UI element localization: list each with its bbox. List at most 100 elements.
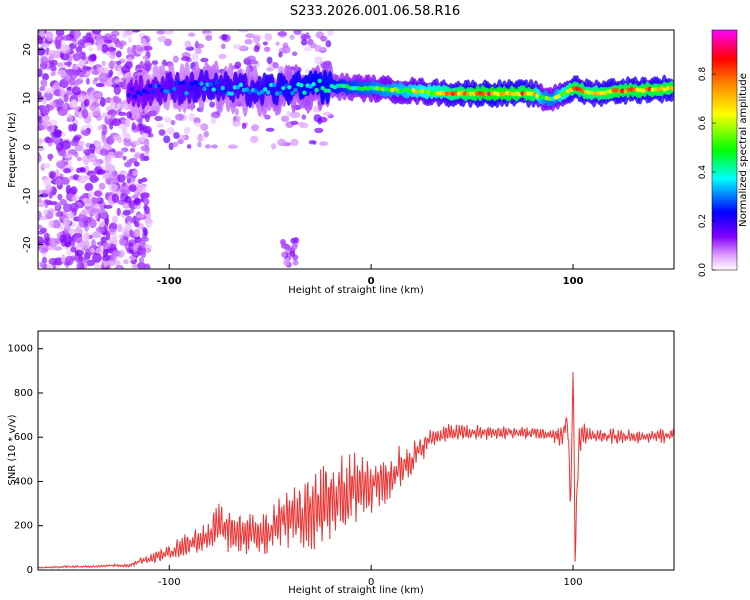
noise-blob [265, 127, 275, 132]
noise-blob [111, 193, 120, 203]
noise-blob [253, 45, 260, 53]
noise-blob [209, 101, 216, 108]
noise-blob [64, 61, 72, 66]
noise-blob [124, 229, 130, 238]
noise-blob [140, 239, 146, 248]
noise-blob [142, 45, 153, 51]
noise-blob [78, 71, 85, 78]
noise-blob [65, 184, 71, 195]
noise-blob [263, 46, 271, 52]
noise-blob [55, 30, 65, 37]
noise-blob [180, 135, 186, 140]
noise-blob [117, 67, 122, 76]
noise-blob [196, 134, 206, 142]
ridge-core [262, 87, 268, 92]
ridge-core [311, 82, 316, 87]
noise-blob [151, 60, 159, 66]
colorbar-tick-label: 0.2 [698, 214, 708, 228]
noise-blob [238, 30, 249, 33]
noise-blob [142, 227, 147, 233]
noise-blob [40, 78, 48, 88]
noise-blob [109, 98, 114, 109]
noise-blob [48, 220, 54, 228]
ridge-core [532, 91, 537, 97]
noise-blob [116, 207, 121, 217]
noise-blob [46, 31, 54, 42]
noise-blob [124, 61, 133, 69]
noise-blob [266, 67, 274, 72]
noise-blob [81, 129, 89, 136]
noise-blob [95, 34, 105, 45]
noise-blob [116, 103, 125, 108]
noise-blob [105, 77, 114, 88]
spectrogram-xtick-label: 100 [563, 276, 584, 287]
noise-blob [69, 202, 79, 213]
ridge-core [244, 87, 250, 92]
noise-blob [275, 41, 280, 46]
noise-blob [200, 123, 209, 131]
noise-blob [57, 193, 63, 201]
noise-blob [77, 140, 85, 147]
noise-blob [90, 208, 101, 213]
noise-blob [205, 144, 212, 149]
noise-blob [94, 77, 99, 82]
snr-ytick-label: 1000 [8, 344, 33, 355]
noise-blob [148, 132, 154, 138]
noise-blob [102, 125, 108, 135]
noise-blob [98, 182, 106, 191]
noise-blob [137, 178, 144, 184]
noise-blob [194, 43, 205, 49]
noise-blob [123, 140, 133, 147]
noise-blob [221, 43, 226, 50]
noise-blob [277, 31, 288, 37]
noise-blob [51, 59, 58, 66]
noise-blob [122, 32, 128, 39]
noise-blob [158, 129, 166, 136]
noise-blob [133, 229, 140, 238]
noise-blob [177, 138, 184, 145]
noise-blob [291, 51, 298, 57]
noise-blob [291, 243, 298, 250]
noise-blob [118, 238, 127, 246]
noise-blob [134, 237, 142, 244]
noise-blob [211, 144, 218, 149]
noise-blob [127, 36, 133, 43]
noise-blob [61, 35, 72, 41]
noise-blob [314, 44, 322, 53]
noise-blob [138, 257, 145, 264]
spectrogram-ytick-label: -20 [22, 236, 33, 252]
noise-blob [56, 160, 67, 169]
noise-blob [188, 113, 196, 122]
noise-blob [143, 198, 150, 206]
noise-blob [317, 116, 328, 123]
noise-blob [48, 138, 55, 144]
noise-blob [170, 119, 176, 126]
noise-blob [65, 249, 73, 256]
spectrogram-ytick-label: 10 [22, 92, 33, 105]
noise-blob [141, 192, 150, 199]
noise-blob [104, 157, 112, 167]
noise-blob [108, 184, 118, 192]
noise-blob [129, 147, 136, 153]
noise-blob [38, 236, 44, 245]
noise-blob [122, 155, 127, 161]
noise-blob [105, 135, 115, 145]
noise-blob [95, 227, 105, 233]
noise-blob [107, 259, 115, 267]
noise-blob [100, 236, 108, 243]
noise-blob [103, 204, 113, 209]
snr-frame [38, 331, 674, 570]
noise-blob [292, 259, 299, 266]
ridge-core [308, 84, 313, 89]
noise-blob [164, 116, 172, 123]
noise-blob [69, 81, 80, 87]
noise-blob [77, 175, 87, 184]
noise-blob [281, 46, 286, 54]
noise-blob [98, 72, 109, 83]
noise-blob [172, 141, 179, 147]
noise-blob [93, 190, 102, 197]
noise-blob [183, 126, 191, 135]
noise-blob [300, 39, 308, 46]
snr-plot: -100 0 100 0 200 400 600 800 1000 Height of str… [7, 330, 675, 596]
noise-blob [38, 68, 43, 77]
